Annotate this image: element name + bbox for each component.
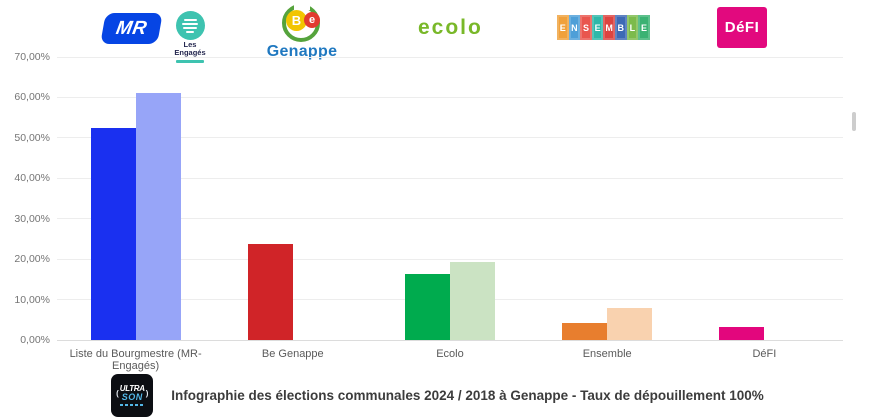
- ultrason-line1: ULTRA: [119, 383, 145, 393]
- y-axis-tick-label: 60,00%: [14, 91, 50, 104]
- les-engages-icon: [175, 11, 205, 40]
- ensemble-logo-letter: M: [603, 15, 615, 40]
- ultrason-paren-left: (: [116, 388, 119, 398]
- les-engages-logo: Les Engagés: [164, 11, 216, 63]
- gridline: [57, 56, 843, 58]
- y-axis-tick-label: 0,00%: [20, 334, 50, 346]
- ecolo-logo: ecolo: [418, 16, 483, 40]
- bar-2018: [450, 261, 495, 340]
- les-engages-subline: [176, 59, 204, 63]
- y-axis-tick-label: 40,00%: [14, 172, 50, 185]
- bar-2024: [90, 127, 136, 340]
- ensemble-logo-letter: E: [591, 15, 604, 40]
- mr-logo-text: MR: [114, 17, 149, 39]
- bar-2018: [607, 308, 653, 340]
- x-axis-category-label: Liste du Bourgmestre (MR-Engagés): [69, 348, 202, 372]
- bar-2018: [135, 93, 181, 340]
- y-axis-tick-label: 50,00%: [14, 131, 50, 144]
- y-axis-tick-label: 10,00%: [14, 293, 50, 306]
- bar-2024: [405, 274, 450, 340]
- be-genappe-logo: B e Genappe: [260, 2, 344, 61]
- be-genappe-b-badge: B: [286, 10, 307, 31]
- bar-2024: [719, 327, 765, 340]
- ecolo-logo-text: ecolo: [418, 16, 483, 39]
- scrollbar-thumb[interactable]: [852, 112, 856, 131]
- ultrason-dots: [120, 403, 145, 406]
- y-axis-tick-label: 30,00%: [14, 212, 50, 225]
- ultrason-paren-right: ): [145, 388, 149, 398]
- be-genappe-name: Genappe: [266, 43, 338, 60]
- les-engages-line1: Les: [183, 40, 197, 49]
- defi-logo: DéFI: [717, 7, 767, 48]
- ensemble-logo-letter: E: [638, 15, 650, 40]
- gridline: [57, 258, 843, 260]
- ultrason-logo: ( ULTRA SON ): [111, 373, 154, 417]
- gridline: [57, 218, 843, 220]
- chart-caption: Infographie des élections communales 202…: [171, 387, 764, 403]
- ensemble-logo-letter: B: [614, 15, 627, 40]
- gridline: [57, 96, 843, 98]
- bar-2024: [562, 323, 608, 340]
- ensemble-logo-letter: E: [557, 15, 569, 40]
- mr-logo-shape: MR: [100, 13, 163, 44]
- y-axis-tick-label: 70,00%: [14, 51, 50, 63]
- defi-logo-text: DéFI: [724, 19, 760, 36]
- x-axis-line: [57, 339, 843, 341]
- be-genappe-e-badge: e: [304, 12, 320, 28]
- ensemble-logo-letter: N: [568, 15, 581, 40]
- x-axis-category-label: Be Genappe: [261, 348, 324, 360]
- les-engages-line2: Engagés: [174, 48, 206, 58]
- y-axis-tick-label: 20,00%: [14, 253, 50, 266]
- x-axis-category-label: Ecolo: [436, 348, 464, 360]
- footer: ( ULTRA SON ) Infographie des élections …: [0, 371, 875, 419]
- gridline: [57, 177, 843, 179]
- bar-2024: [247, 244, 293, 340]
- x-axis-category-label: Ensemble: [582, 348, 632, 360]
- x-axis-category-label: DéFI: [752, 348, 777, 360]
- ensemble-logo-letter: S: [580, 15, 592, 40]
- ensemble-logo-letter: L: [626, 15, 639, 40]
- gridline: [57, 137, 843, 139]
- mr-logo: MR: [100, 13, 163, 44]
- ultrason-line2: SON: [121, 391, 143, 402]
